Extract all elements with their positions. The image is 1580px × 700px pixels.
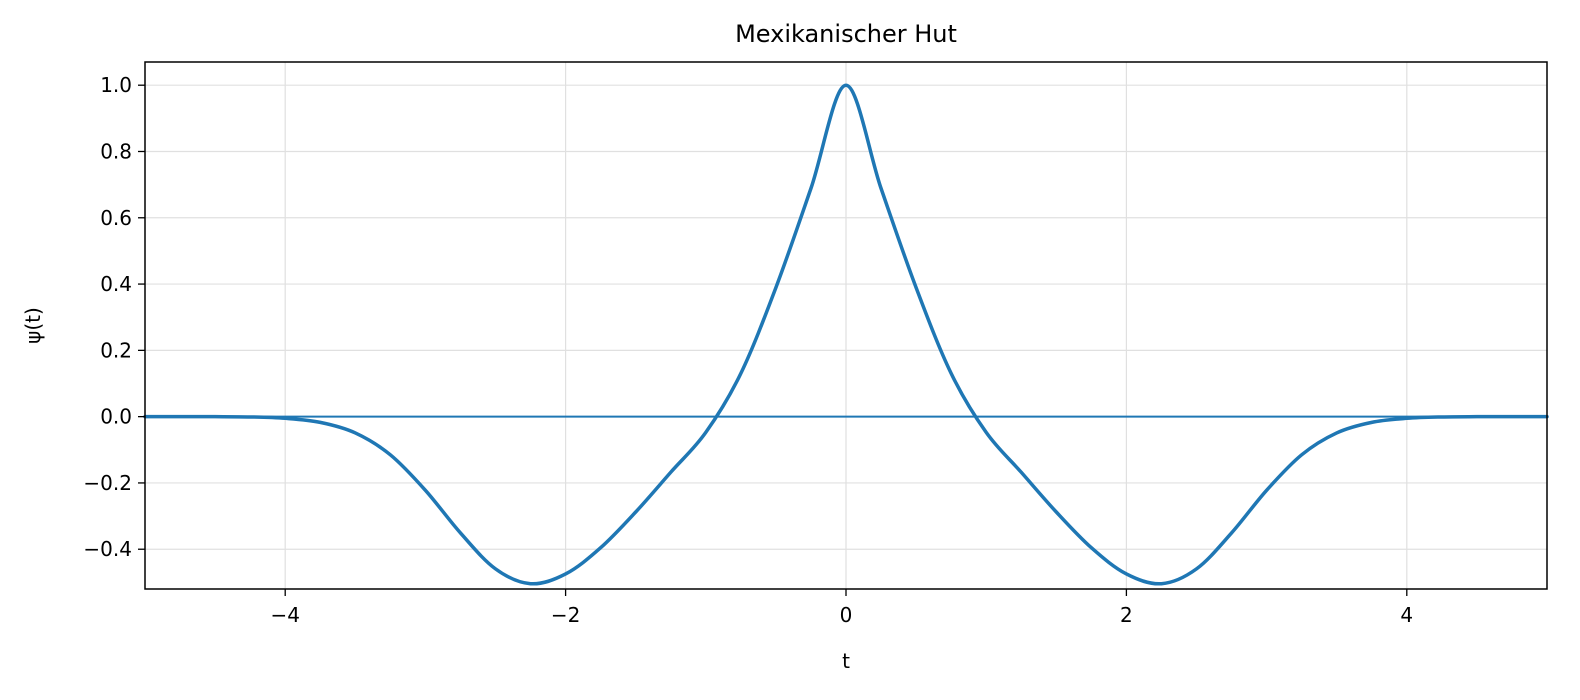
y-tick-label: 0.0 — [100, 405, 132, 429]
y-tick-label: 0.6 — [100, 206, 132, 230]
y-tick-label: 1.0 — [100, 73, 132, 97]
x-tick-label: 4 — [1400, 603, 1413, 627]
x-tick-label: 0 — [840, 603, 853, 627]
x-tick-label: −2 — [551, 603, 580, 627]
chart-title: Mexikanischer Hut — [735, 20, 957, 48]
y-tick-label: 0.4 — [100, 272, 132, 296]
series-layer — [143, 83, 1549, 586]
y-axis-label: ψ(t) — [21, 307, 45, 344]
x-tick-label: 2 — [1120, 603, 1133, 627]
x-tick-label: −4 — [270, 603, 299, 627]
y-tick-label: 0.8 — [100, 139, 132, 163]
y-tick-label: 0.2 — [100, 338, 132, 362]
grid — [145, 62, 1547, 589]
x-axis-label: t — [842, 649, 850, 673]
y-tick-label: −0.4 — [83, 537, 132, 561]
y-ticks: −0.4 −0.2 0.0 0.2 0.4 0.6 0.8 1.0 — [83, 73, 145, 561]
series-line — [143, 83, 1549, 586]
x-ticks: −4 −2 0 2 4 — [270, 589, 1413, 627]
y-tick-label: −0.2 — [83, 471, 132, 495]
